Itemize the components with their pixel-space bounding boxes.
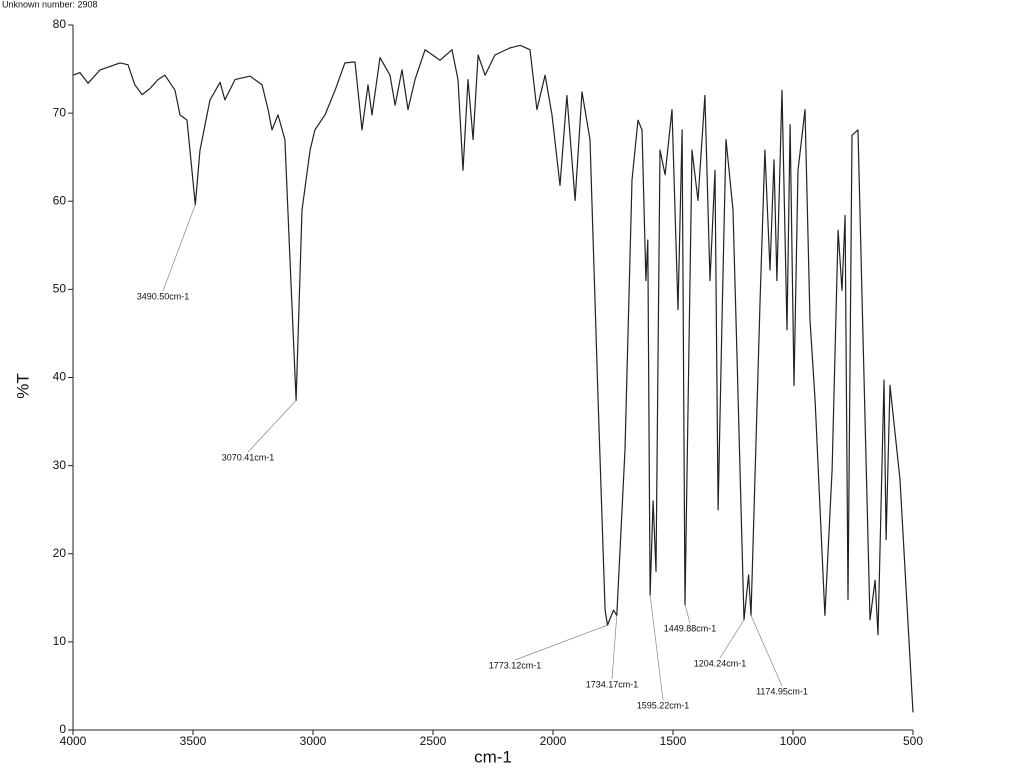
annotation-leader — [719, 619, 745, 659]
x-tick-label: 2500 — [420, 734, 447, 748]
annotation-leader — [649, 595, 664, 701]
annotation-leader — [247, 400, 297, 453]
x-axis-label: cm-1 — [474, 747, 512, 766]
x-tick-label: 4000 — [60, 734, 87, 748]
y-tick-label: 10 — [53, 634, 67, 648]
annotation-leader — [750, 615, 783, 687]
annotation-label: 1449.88cm-1 — [664, 623, 717, 633]
x-tick-label: 3500 — [180, 734, 207, 748]
y-tick-label: 30 — [53, 458, 67, 472]
annotation-leader — [162, 204, 196, 292]
y-tick-label: 0 — [59, 722, 66, 736]
y-tick-label: 50 — [53, 282, 67, 296]
annotation-leader — [514, 624, 608, 661]
y-axis-label: %T — [13, 373, 32, 399]
x-tick-label: 1000 — [780, 734, 807, 748]
y-tick-label: 20 — [53, 546, 67, 560]
annotation-label: 1734.17cm-1 — [586, 679, 639, 689]
y-tick-label: 60 — [53, 193, 67, 207]
annotation-label: 1204.24cm-1 — [694, 658, 747, 668]
y-tick-label: 80 — [53, 17, 67, 31]
x-tick-label: 2000 — [540, 734, 567, 748]
annotation-label: 1595.22cm-1 — [637, 700, 690, 710]
annotation-label: 3070.41cm-1 — [222, 452, 275, 462]
spectrum-line — [72, 44, 914, 713]
annotation-leader — [611, 615, 618, 680]
annotation-label: 1174.95cm-1 — [756, 686, 808, 696]
x-tick-label: 3000 — [300, 734, 327, 748]
annotation-leader — [684, 604, 691, 624]
x-tick-label: 1500 — [660, 734, 687, 748]
x-tick-label: 500 — [903, 734, 923, 748]
chart-title: Unknown number: 2908 — [2, 0, 98, 9]
y-tick-label: 70 — [53, 105, 67, 119]
y-tick-label: 40 — [53, 370, 67, 384]
annotation-label: 1773.12cm-1 — [489, 660, 542, 670]
annotation-label: 3490.50cm-1 — [137, 291, 190, 301]
